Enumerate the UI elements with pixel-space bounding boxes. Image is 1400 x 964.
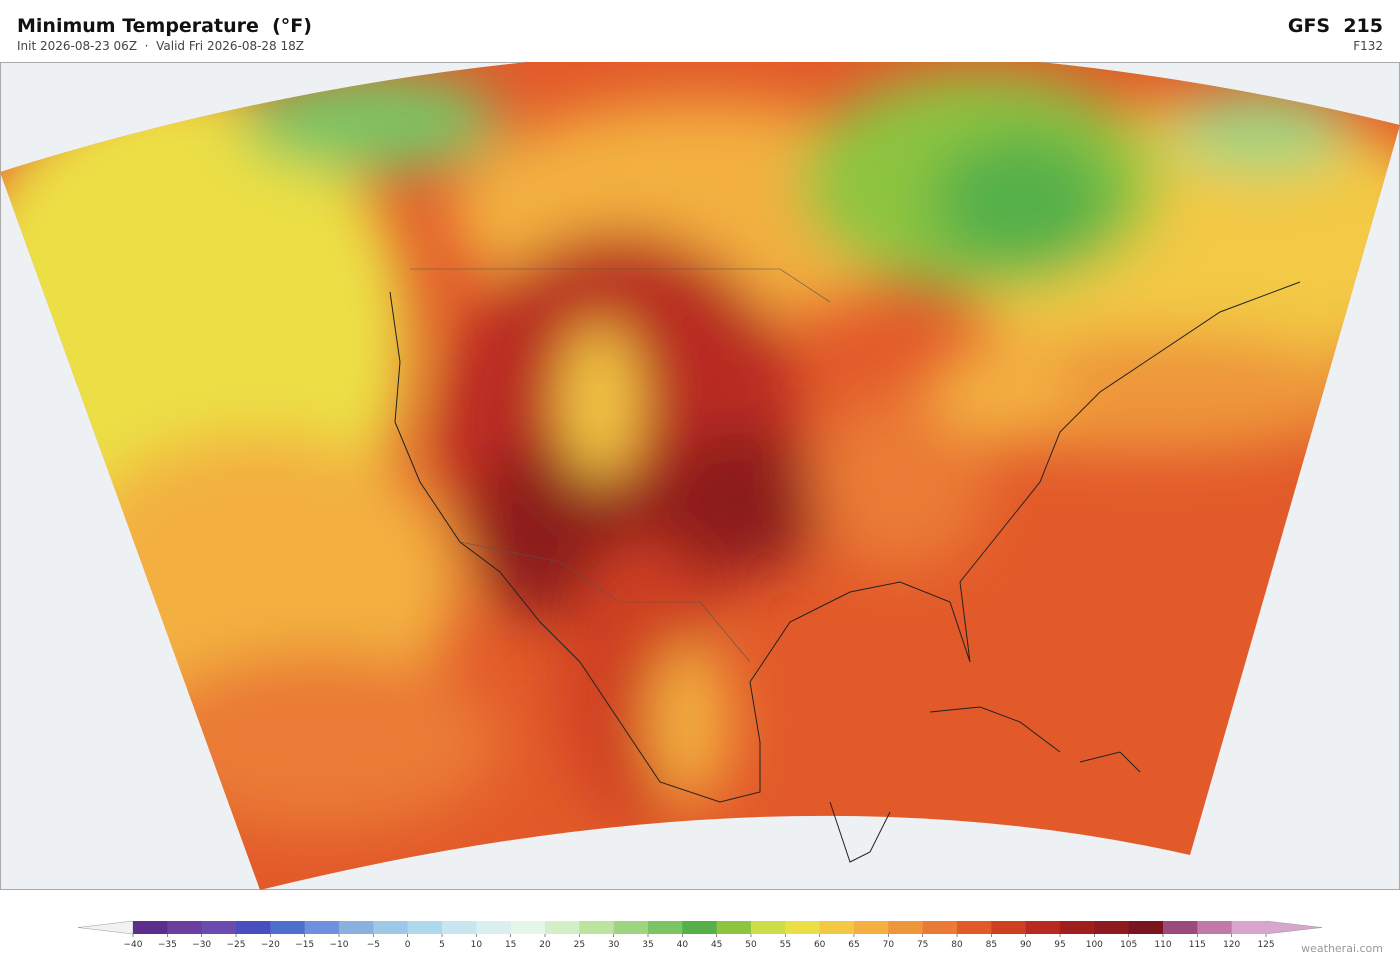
tick-label: 55 xyxy=(780,940,791,950)
coastlines xyxy=(389,281,1301,863)
colorbar-segment xyxy=(1163,921,1198,934)
tick-label: −30 xyxy=(192,940,211,950)
colorbar-segment xyxy=(579,921,615,934)
tick-label: 35 xyxy=(642,940,653,950)
tick-label: 120 xyxy=(1223,940,1240,950)
tick-label: 10 xyxy=(471,940,483,950)
title: Minimum Temperature (°F) xyxy=(17,15,312,37)
colorbar-segment xyxy=(922,921,958,934)
colorbar-segment xyxy=(613,921,649,934)
tick-label: 60 xyxy=(814,940,826,950)
colorbar-segment xyxy=(476,921,512,934)
tick-label: −10 xyxy=(330,940,349,950)
tick-label: −5 xyxy=(367,940,380,950)
tick-label: 85 xyxy=(986,940,997,950)
tick-label: 115 xyxy=(1189,940,1206,950)
colorbar-segment xyxy=(407,921,443,934)
tick-label: 5 xyxy=(439,940,445,950)
colorbar-segment xyxy=(957,921,992,934)
colorbar-segment xyxy=(1094,921,1130,934)
colorbar-segment xyxy=(201,921,237,934)
borders xyxy=(410,268,831,663)
tick-label: 80 xyxy=(951,940,963,950)
tick-label: −25 xyxy=(227,940,246,950)
tick-label: 90 xyxy=(1020,940,1032,950)
forecast-hour: F132 xyxy=(1353,39,1383,53)
tick-label: 45 xyxy=(711,940,722,950)
colorbar: −40 −35 −30 −25 −20 −15 −10 −5 0 5 10 15 20 25 30 35 40 4… xyxy=(77,920,1323,950)
colorbar-segment xyxy=(167,921,203,934)
tick-label: 25 xyxy=(574,940,585,950)
tick-label: 65 xyxy=(848,940,859,950)
colorbar-segment xyxy=(682,921,718,934)
colorbar-segment xyxy=(1128,921,1164,934)
colorbar-segment xyxy=(133,921,168,934)
tick-label: 105 xyxy=(1120,940,1137,950)
tick-label: −15 xyxy=(295,940,314,950)
tick-label: −35 xyxy=(158,940,177,950)
colorbar-segment xyxy=(545,921,580,934)
tick-label: 100 xyxy=(1086,940,1103,950)
tick-label: 110 xyxy=(1154,940,1171,950)
colorbar-segment xyxy=(373,921,409,934)
colorbar-segment xyxy=(442,921,477,934)
colorbar-segment xyxy=(270,921,306,934)
colorbar-segment xyxy=(510,921,546,934)
tick-label: 20 xyxy=(539,940,551,950)
colorbar-segment xyxy=(751,921,786,934)
tick-label: 40 xyxy=(677,940,689,950)
colorbar-segment xyxy=(304,921,340,934)
tick-label: 30 xyxy=(608,940,620,950)
colorbar-segment xyxy=(785,921,821,934)
subtitle: Init 2026-08-23 06Z · Valid Fri 2026-08-… xyxy=(17,39,304,53)
colorbar-segment xyxy=(236,921,271,934)
tick-label: −40 xyxy=(124,940,143,950)
tick-label: 70 xyxy=(883,940,895,950)
colorbar-segment xyxy=(888,921,924,934)
colorbar-over xyxy=(1265,920,1323,935)
colorbar-segment xyxy=(1197,921,1233,934)
tick-label: 15 xyxy=(505,940,516,950)
tick-label: 75 xyxy=(917,940,928,950)
colorbar-segment xyxy=(819,921,855,934)
colorbar-segment xyxy=(991,921,1027,934)
temperature-field xyxy=(0,62,1400,890)
colorbar-segment xyxy=(854,921,889,934)
colorbar-segment xyxy=(1060,921,1095,934)
colorbar-segment xyxy=(648,921,683,934)
tick-label: 95 xyxy=(1054,940,1065,950)
tick-label: −20 xyxy=(261,940,280,950)
credit: weatherai.com xyxy=(1301,942,1383,955)
colorbar-segment xyxy=(716,921,752,934)
tick-label: 125 xyxy=(1257,940,1274,950)
map xyxy=(0,62,1400,890)
colorbar-segment xyxy=(1231,921,1267,934)
colorbar-under xyxy=(77,920,134,935)
tick-label: 0 xyxy=(405,940,411,950)
colorbar-segment xyxy=(1025,921,1061,934)
model: GFS 215 xyxy=(1287,15,1383,37)
tick-label: 50 xyxy=(745,940,757,950)
colorbar-segment xyxy=(339,921,374,934)
